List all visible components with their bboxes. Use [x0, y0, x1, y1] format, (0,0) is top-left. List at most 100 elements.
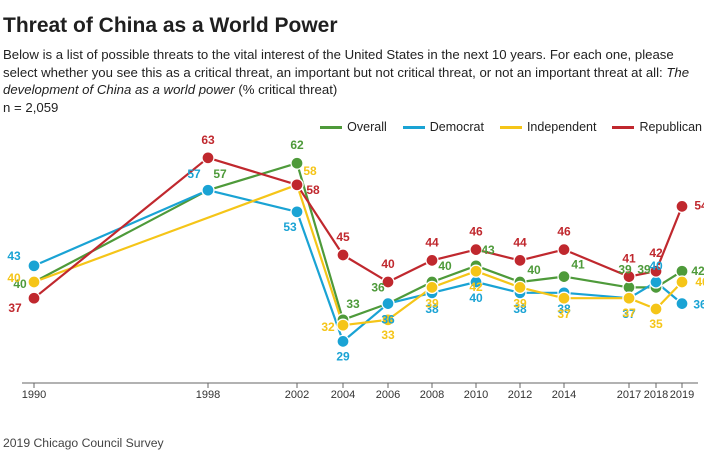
- x-tick-label-2002: 2002: [285, 389, 309, 401]
- data-point-democrat-1990: [27, 259, 41, 273]
- data-point-republican-2019: [675, 199, 689, 214]
- data-point-democrat-2006: [381, 296, 395, 311]
- data-label-democrat-2017: 37: [622, 307, 636, 321]
- data-label-democrat-2010: 40: [469, 291, 483, 305]
- data-point-overall-2014: [557, 269, 571, 284]
- x-tick-label-2006: 2006: [376, 389, 400, 401]
- data-label-republican-2002: 58: [306, 183, 320, 197]
- data-label-republican-2017: 41: [622, 252, 636, 266]
- data-point-overall-2002: [290, 156, 304, 170]
- data-label-independent-2012: 39: [513, 296, 527, 310]
- data-point-independent-2004: [336, 318, 350, 332]
- data-label-democrat-1990: 43: [7, 249, 21, 263]
- data-label-overall-2014: 41: [571, 258, 585, 272]
- chart-legend: Overall Democrat Independent Republican: [320, 120, 702, 134]
- data-label-democrat-1998: 57: [187, 167, 201, 181]
- data-label-republican-2008: 44: [425, 235, 439, 249]
- data-label-overall-1998: 57: [213, 167, 227, 181]
- data-point-republican-2002: [290, 178, 304, 192]
- legend-item-republican: Republican: [612, 120, 702, 134]
- x-tick-label-2014: 2014: [552, 389, 576, 401]
- data-label-independent-2010: 42: [469, 280, 483, 294]
- data-point-republican-1990: [27, 291, 41, 305]
- data-point-independent-2008: [425, 280, 439, 295]
- data-label-overall-2012: 40: [527, 263, 541, 277]
- chart-title: Threat of China as a World Power: [3, 14, 338, 37]
- data-label-republican-2019: 54: [694, 198, 704, 212]
- chart-description: Below is a list of possible threats to t…: [3, 46, 703, 99]
- x-tick-label-2012: 2012: [508, 389, 532, 401]
- data-label-democrat-2014: 38: [557, 302, 571, 316]
- data-label-overall-2002: 62: [290, 138, 304, 152]
- x-tick-label-2010: 2010: [464, 389, 488, 401]
- x-tick-label-2018: 2018: [644, 389, 668, 401]
- legend-label-overall: Overall: [347, 120, 387, 134]
- data-label-democrat-2006: 36: [381, 313, 395, 327]
- data-label-independent-2019: 40: [695, 275, 704, 289]
- series-line-democrat: [33, 189, 683, 343]
- data-label-independent-2014: 37: [557, 307, 571, 321]
- legend-swatch-republican: [612, 125, 635, 129]
- legend-label-democrat: Democrat: [429, 120, 484, 134]
- legend-swatch-independent: [499, 125, 522, 129]
- legend-label-republican: Republican: [639, 120, 702, 134]
- data-label-overall-2008: 40: [438, 259, 452, 273]
- x-tick-label-2017: 2017: [617, 389, 641, 401]
- data-label-republican-2004: 45: [336, 230, 350, 244]
- x-tick-label-2019: 2019: [670, 389, 694, 401]
- series-line-republican: [33, 156, 684, 300]
- data-label-independent-2004: 32: [321, 320, 335, 334]
- sample-size: n = 2,059: [3, 100, 59, 115]
- data-point-democrat-1998: [201, 183, 215, 197]
- data-point-republican-2006: [381, 275, 395, 289]
- data-point-independent-2019: [675, 275, 689, 289]
- data-point-independent-1990: [27, 275, 41, 289]
- data-point-republican-2014: [557, 242, 571, 257]
- legend-swatch-overall: [320, 125, 343, 129]
- data-label-overall-2018: 39: [637, 262, 651, 276]
- x-tick-label-1990: 1990: [22, 389, 46, 401]
- data-label-republican-2018: 42: [649, 246, 663, 260]
- data-label-overall-2019: 42: [691, 264, 704, 278]
- data-label-independent-2008: 39: [425, 296, 439, 310]
- data-point-independent-2017: [622, 291, 636, 305]
- data-label-independent-2018: 35: [649, 317, 663, 331]
- data-label-democrat-2004: 29: [336, 349, 350, 363]
- data-point-republican-2010: [469, 242, 483, 257]
- data-point-independent-2014: [557, 291, 571, 305]
- data-point-republican-2008: [425, 253, 439, 268]
- data-label-overall-2004: 33: [346, 297, 360, 311]
- data-label-republican-2014: 46: [557, 225, 571, 239]
- data-label-republican-1990: 37: [8, 301, 22, 315]
- data-label-republican-2006: 40: [381, 257, 395, 271]
- data-label-overall-2017: 39: [618, 262, 632, 276]
- legend-swatch-democrat: [402, 125, 425, 129]
- legend-label-independent: Independent: [526, 120, 597, 134]
- legend-item-independent: Independent: [499, 120, 597, 134]
- data-label-democrat-2018: 40: [649, 259, 663, 273]
- data-point-democrat-2002: [290, 205, 304, 219]
- description-italic-text: The development of China as a world powe…: [3, 64, 690, 98]
- data-point-independent-2006: [381, 313, 395, 327]
- data-label-independent-2017: 37: [622, 306, 636, 320]
- data-point-independent-2018: [649, 302, 663, 316]
- description-suffix-text: (% critical threat): [234, 82, 338, 97]
- x-tick-label-2004: 2004: [331, 389, 355, 401]
- data-label-republican-2010: 46: [469, 225, 483, 239]
- data-point-republican-2012: [513, 253, 527, 268]
- data-point-democrat-2019: [675, 296, 689, 311]
- data-point-independent-2010: [469, 264, 483, 278]
- data-label-independent-1990: 40: [7, 271, 21, 285]
- source-note: 2019 Chicago Council Survey: [3, 436, 164, 450]
- legend-item-democrat: Democrat: [402, 120, 484, 134]
- data-label-overall-1990: 40: [13, 277, 27, 291]
- x-tick-label-1998: 1998: [196, 389, 220, 401]
- data-label-republican-1998: 63: [201, 133, 215, 147]
- data-point-republican-2017: [622, 269, 636, 284]
- data-label-independent-2002: 58: [303, 164, 317, 178]
- data-point-independent-2012: [513, 280, 527, 295]
- line-chart: 1990 1998 2002 2004 2006 2008 2010 2012 2014 2017…: [7, 133, 704, 401]
- data-point-republican-1998: [201, 151, 215, 165]
- data-label-independent-2006: 33: [381, 328, 395, 342]
